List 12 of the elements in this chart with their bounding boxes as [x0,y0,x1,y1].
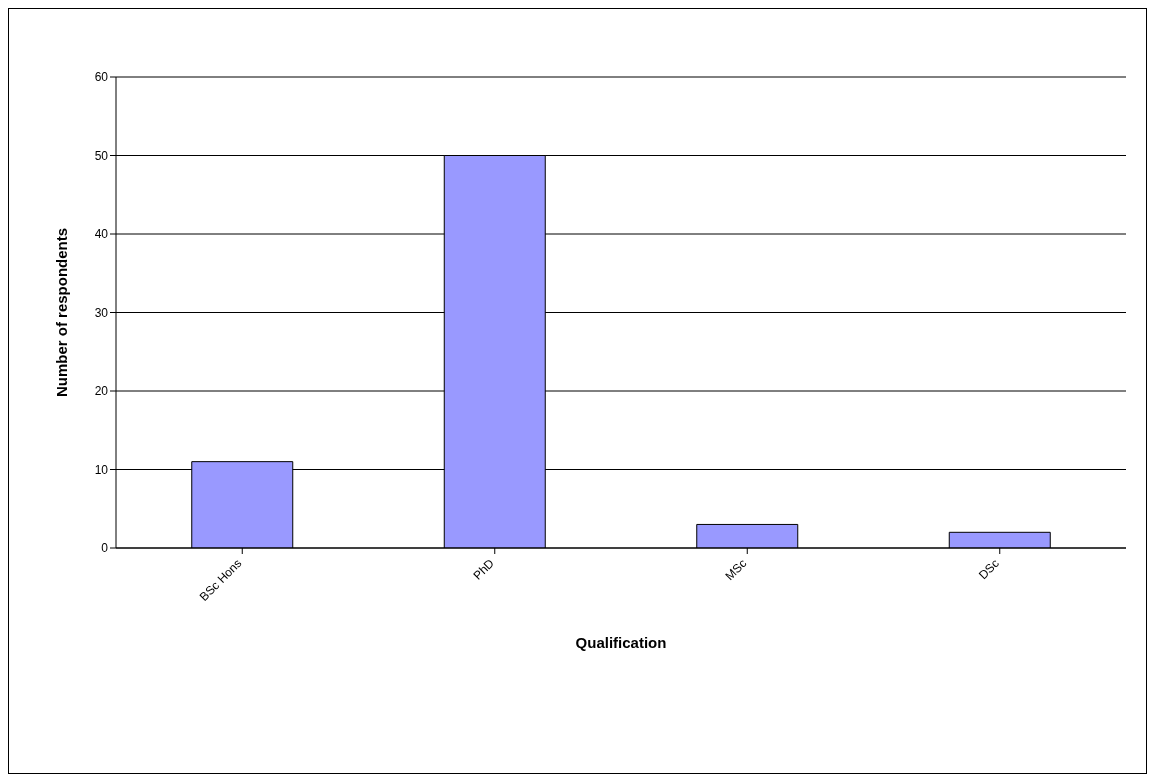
y-axis-title: Number of respondents [53,227,71,398]
y-tick-label: 10 [94,462,109,477]
x-axis-title: Qualification [575,634,667,651]
y-tick-label: 40 [94,227,109,242]
y-tick-label: 20 [94,384,109,399]
y-tick-label: 50 [94,148,109,163]
y-tick-label: 60 [94,70,109,85]
y-tick-label: 0 [101,541,109,556]
x-tick-label: MSc [722,556,750,584]
y-tick-label: 30 [94,305,109,320]
x-tick-label: PhD [470,555,498,583]
x-tick-label: DSc [975,556,1002,583]
